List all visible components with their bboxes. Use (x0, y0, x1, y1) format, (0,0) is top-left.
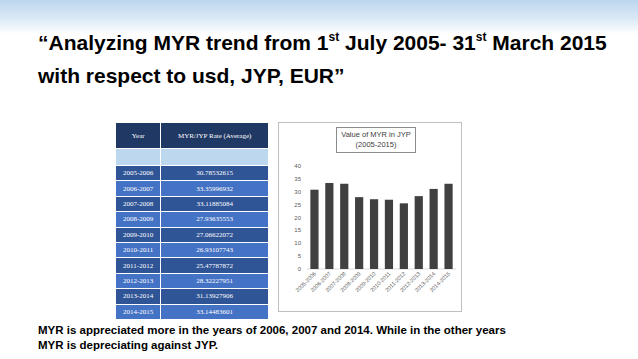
table-row: 2009-201027.06622072 (116, 227, 269, 242)
header-cell: MYR/JYP Rate (Average) (161, 123, 269, 149)
bar (370, 199, 378, 269)
y-tick (305, 178, 307, 179)
table-cell: 26.93107743 (161, 242, 269, 257)
y-tick (305, 217, 307, 218)
table-cell: 27.06622072 (161, 227, 269, 242)
blank-cell (161, 149, 269, 166)
table-cell: 2011-2012 (116, 258, 161, 273)
bar (355, 197, 363, 269)
table-cell: 2006-2007 (116, 181, 161, 196)
bar (310, 190, 318, 269)
table-cell: 31.13927906 (161, 289, 269, 304)
y-tick-label: 0 (298, 266, 302, 272)
bar (385, 200, 393, 269)
y-tick-label: 35 (294, 176, 301, 182)
y-tick (305, 191, 307, 192)
table-cell: 33.14483601 (161, 304, 269, 319)
table-cell: 25.47787872 (161, 258, 269, 273)
title-text: July 2005- 31 (339, 31, 476, 54)
table-cell: 33.11885084 (161, 196, 269, 211)
x-tick-label: 2014-2015 (428, 270, 451, 293)
table-cell: 2013-2014 (116, 289, 161, 304)
y-tick (305, 166, 307, 167)
bar (444, 184, 452, 269)
y-tick-label: 5 (298, 253, 302, 259)
table-row: 2007-200833.11885084 (116, 196, 269, 211)
bar (430, 189, 438, 269)
title-superscript: st (476, 30, 487, 44)
caption: MYR is appreciated more in the years of … (38, 323, 508, 353)
table-cell: 2012-2013 (116, 273, 161, 288)
table-cell: 30.78532615 (161, 166, 269, 181)
header-cell: Year (116, 123, 161, 149)
y-tick-label: 10 (294, 240, 301, 246)
header-band (0, 0, 638, 34)
y-tick-label: 40 (294, 163, 301, 169)
table-row: 2012-201328.32227951 (116, 273, 269, 288)
table-row: 2011-201225.47787872 (116, 258, 269, 273)
chart: 05101520253035402005-20062006-20072007-2… (279, 123, 461, 311)
y-tick-label: 30 (294, 189, 301, 195)
table-row: 2008-200927.93635553 (116, 212, 269, 227)
bar (325, 183, 333, 269)
bar (415, 196, 423, 269)
blank-cell (116, 149, 161, 166)
header-row: YearMYR/JYP Rate (Average) (116, 123, 269, 149)
table-cell: 2010-2011 (116, 242, 161, 257)
table-cell: 2008-2009 (116, 212, 161, 227)
bars (310, 183, 452, 269)
y-tick (305, 269, 307, 270)
chart-title: Value of MYR in JYP (2005-2015) (336, 127, 416, 153)
y-tick (305, 243, 307, 244)
table-cell: 2007-2008 (116, 196, 161, 211)
slide-title: “Analyzing MYR trend from 1st July 2005-… (38, 26, 628, 92)
table-row: 2005-200630.78532615 (116, 166, 269, 181)
table-cell: 27.93635553 (161, 212, 269, 227)
table-cell: 2005-2006 (116, 166, 161, 181)
table-cell: 28.32227951 (161, 273, 269, 288)
y-tick (305, 204, 307, 205)
table-row: 2014-201533.14483601 (116, 304, 269, 319)
y-tick (305, 256, 307, 257)
table-row: 2006-200733.35996932 (116, 181, 269, 196)
table-cell: 2009-2010 (116, 227, 161, 242)
y-tick (305, 230, 307, 231)
table-row: 2010-201126.93107743 (116, 242, 269, 257)
bar (340, 184, 348, 269)
y-tick-label: 20 (294, 215, 301, 221)
blank-row (116, 149, 269, 166)
table-row: 2013-201431.13927906 (116, 289, 269, 304)
y-tick-label: 25 (294, 202, 301, 208)
title-superscript: st (329, 30, 340, 44)
chart-frame: 05101520253035402005-20062006-20072007-2… (278, 122, 462, 312)
table-cell: 2014-2015 (116, 304, 161, 319)
table-cell: 33.35996932 (161, 181, 269, 196)
title-text: “Analyzing MYR trend from 1 (38, 31, 329, 54)
y-tick-label: 15 (294, 227, 301, 233)
bar (400, 203, 408, 269)
rate-table: YearMYR/JYP Rate (Average) 2005-200630.78… (115, 122, 269, 320)
